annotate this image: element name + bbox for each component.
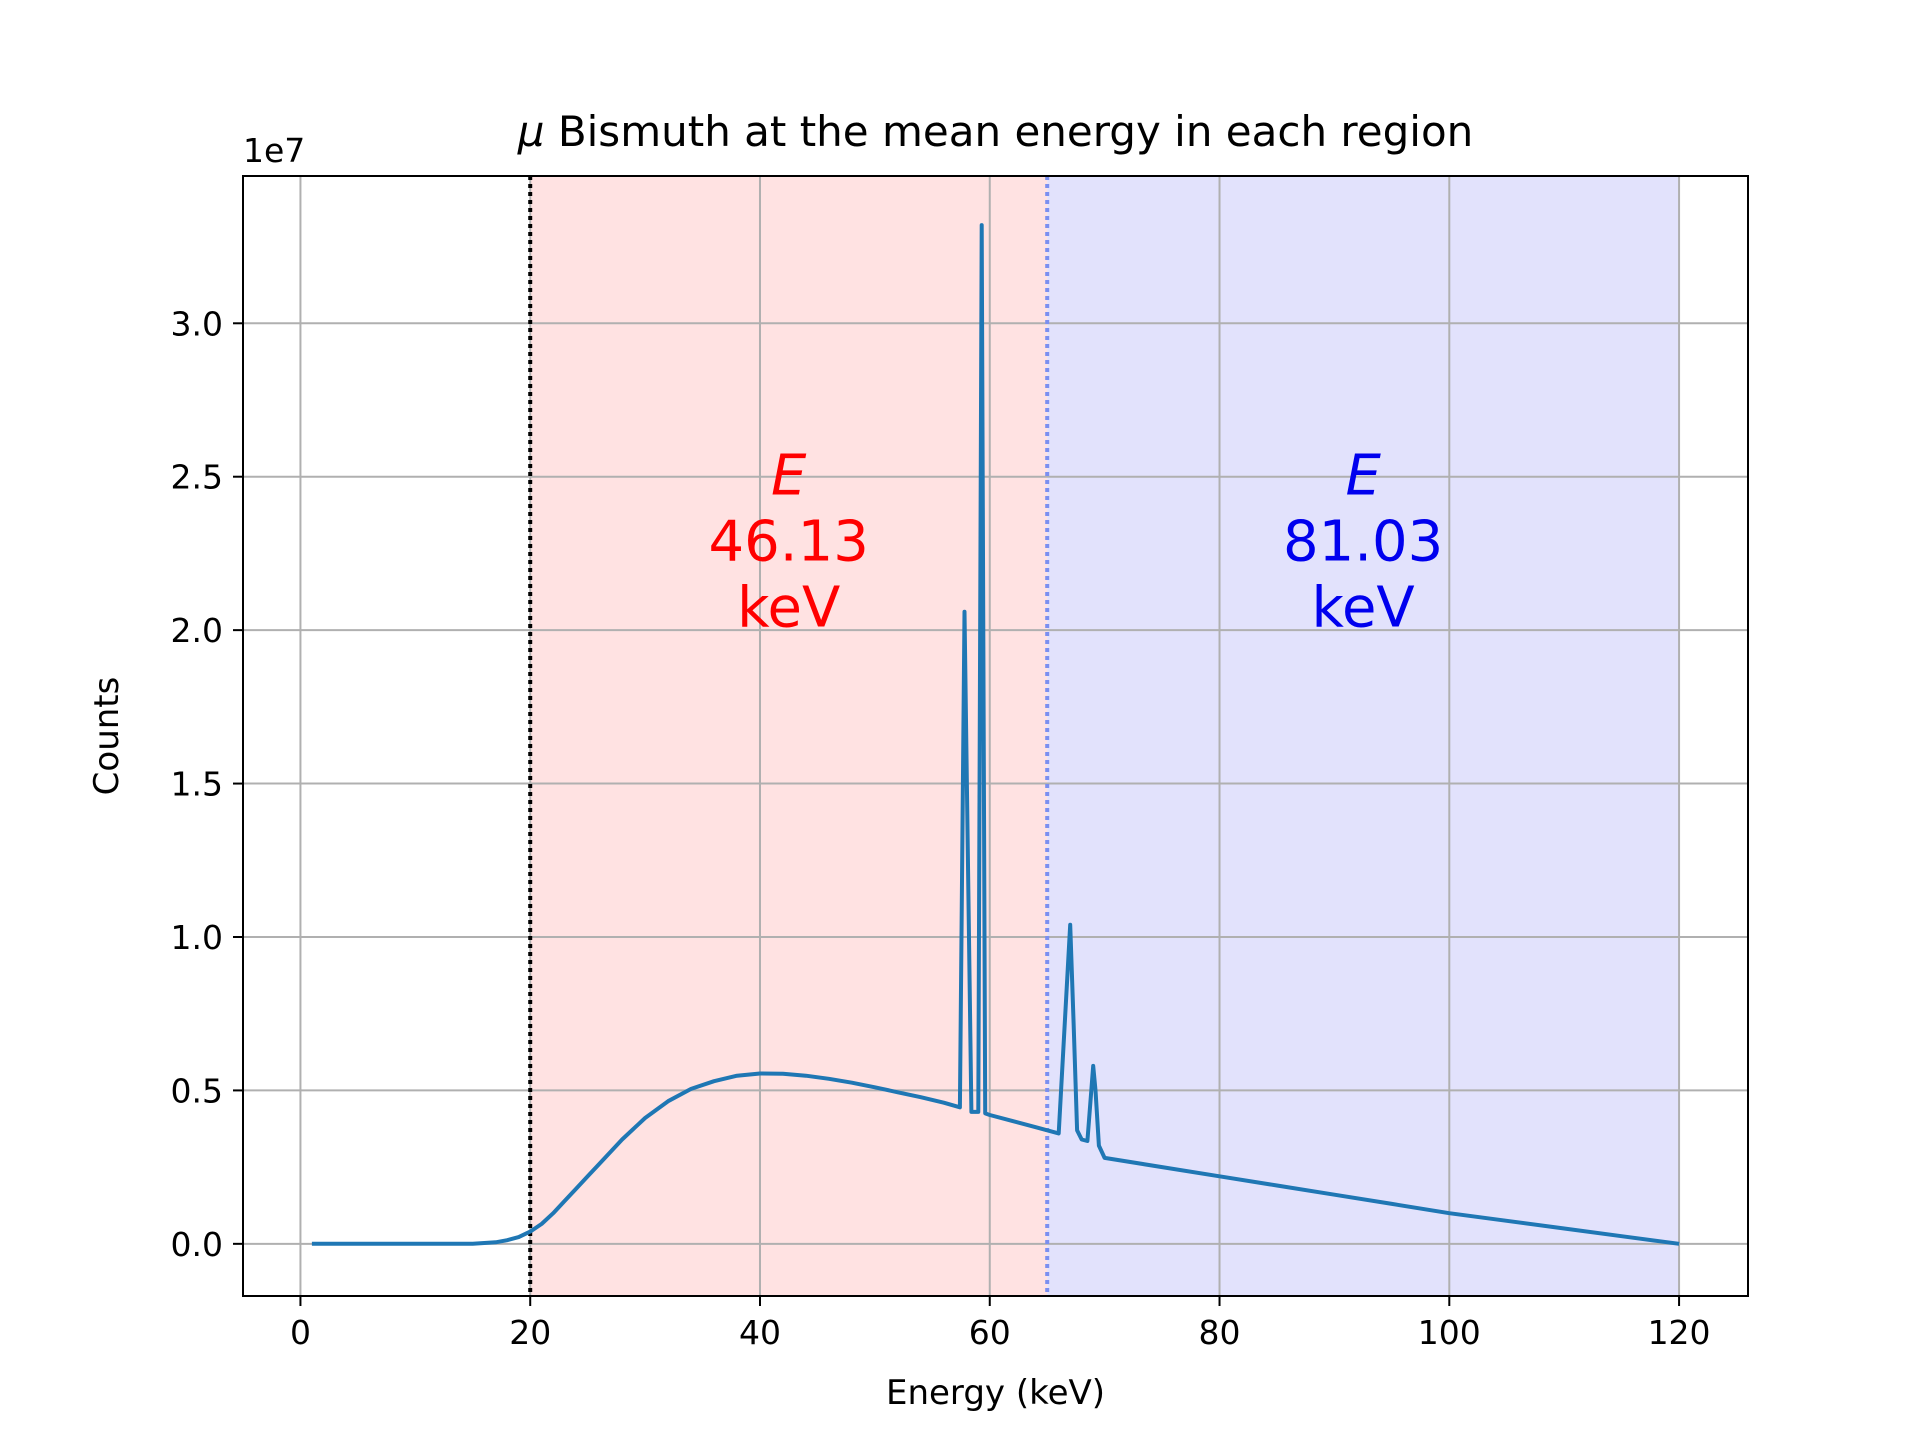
y-tick-label: 1.0 bbox=[171, 918, 223, 957]
annotation-value: 46.13 bbox=[709, 510, 869, 575]
annotation-symbol: E bbox=[771, 444, 807, 509]
y-tick-label: 2.5 bbox=[171, 458, 223, 497]
annotation-symbol: E bbox=[1345, 444, 1381, 509]
gridlines bbox=[243, 176, 1748, 1296]
axes-frame bbox=[242, 175, 1749, 1297]
x-axis-label: Energy (keV) bbox=[886, 1373, 1105, 1413]
annotation-unit: keV bbox=[1312, 576, 1415, 641]
series-line bbox=[311, 223, 1680, 1246]
x-tick-label: 120 bbox=[1648, 1313, 1711, 1352]
series-layer bbox=[311, 223, 1680, 1246]
x-tick-label: 80 bbox=[1199, 1313, 1241, 1352]
x-tick-label: 100 bbox=[1418, 1313, 1481, 1352]
y-tick-label: 2.0 bbox=[171, 611, 223, 650]
x-tick-label: 60 bbox=[969, 1313, 1011, 1352]
annotation-value: 81.03 bbox=[1283, 510, 1443, 575]
shaded-regions bbox=[530, 176, 1680, 1296]
y-offset-label: 1e7 bbox=[243, 131, 305, 170]
y-tick-label: 3.0 bbox=[171, 304, 223, 343]
y-axis-label: Counts bbox=[87, 677, 127, 796]
title-text: Bismuth at the mean energy in each regio… bbox=[558, 107, 1473, 156]
region-high bbox=[1047, 176, 1680, 1296]
ticks: 0 20 40 60 80 100 120 0.0 0.5 1.0 1.5 2.0 2.5 3.0 bbox=[171, 304, 1711, 1352]
x-tick-label: 20 bbox=[509, 1313, 551, 1352]
y-tick-label: 1.5 bbox=[171, 765, 223, 804]
title-symbol: μ bbox=[517, 107, 545, 156]
y-tick-label: 0.5 bbox=[171, 1071, 223, 1110]
x-tick-label: 0 bbox=[290, 1313, 311, 1352]
y-tick-label: 0.0 bbox=[171, 1225, 223, 1264]
annotation-unit: keV bbox=[737, 576, 840, 641]
region-low bbox=[530, 176, 1048, 1296]
threshold-lines bbox=[528, 176, 1050, 1296]
chart-title: μ Bismuth at the mean energy in each reg… bbox=[517, 107, 1474, 156]
x-tick-label: 40 bbox=[739, 1313, 781, 1352]
